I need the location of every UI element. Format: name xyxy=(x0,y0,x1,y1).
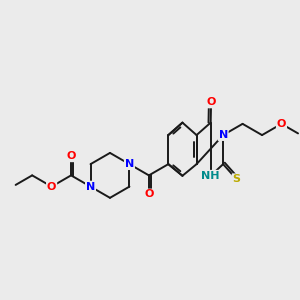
Text: O: O xyxy=(66,151,76,161)
Text: N: N xyxy=(86,182,95,192)
Text: O: O xyxy=(277,119,286,129)
Text: NH: NH xyxy=(201,171,220,181)
Text: N: N xyxy=(218,130,228,140)
Text: O: O xyxy=(144,190,154,200)
Text: S: S xyxy=(232,174,241,184)
Text: N: N xyxy=(125,159,134,169)
Text: O: O xyxy=(47,182,56,192)
Text: O: O xyxy=(206,98,216,107)
